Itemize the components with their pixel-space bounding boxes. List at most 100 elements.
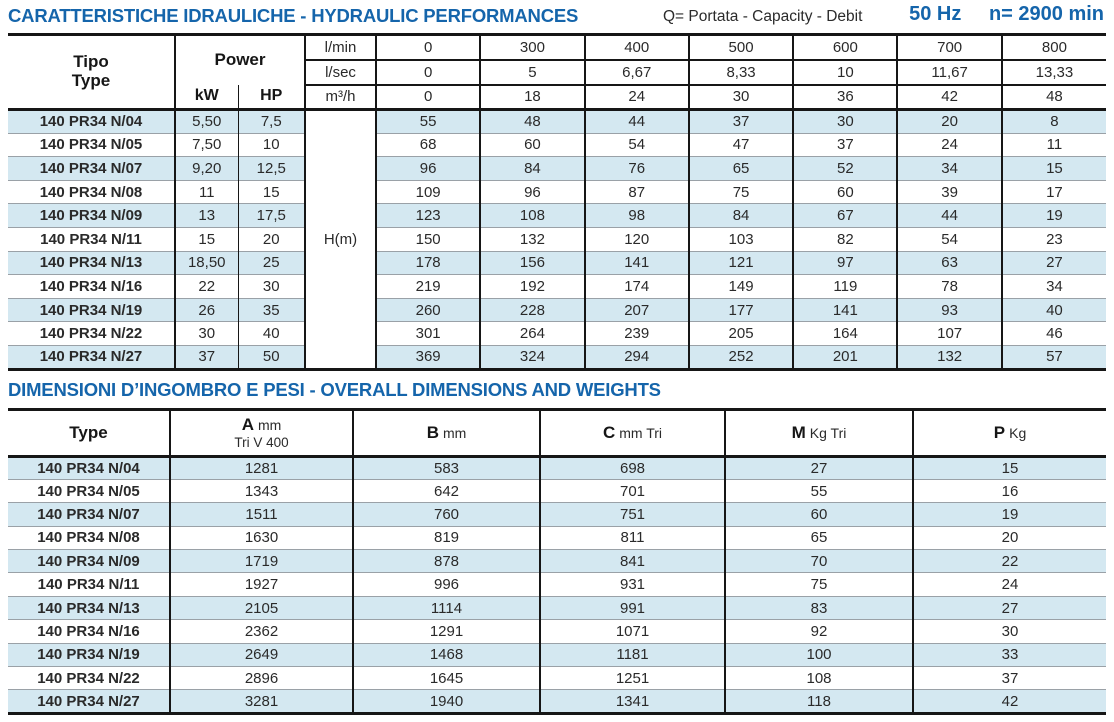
dim-p-value: 24 [912,572,1106,597]
head-value: 8 [1000,108,1107,134]
type-column-header: Type [69,422,108,442]
head-value: 132 [479,226,585,252]
dim-a-value: 1719 [169,549,353,573]
head-value: 93 [896,297,1002,322]
dim-m-value: 108 [724,666,913,690]
dim-c-value: 698 [539,454,725,480]
dim-p-header: P Kg [912,409,1106,457]
dim-unit: mm [442,424,467,441]
kw-value: 9,20 [174,156,238,181]
dim-b-value: 760 [352,502,540,527]
dim-b-value: 1645 [352,666,540,690]
dim-letter: A [241,415,254,434]
kw-value: 18,50 [174,250,238,275]
head-value: 219 [374,274,481,299]
pump-type: 140 PR34 N/07 [8,156,175,181]
dimensions-row: 140 PR34 N/11 1927 996 931 75 24 [8,572,1106,597]
head-value: 324 [479,344,585,370]
dim-c-value: 1071 [539,619,725,644]
head-value: 48 [479,108,585,134]
dim-m-value: 92 [724,619,913,644]
flow-value: 11,67 [896,59,1002,86]
head-value: 34 [896,156,1002,181]
hydraulic-row: 140 PR34 N/27 37 50 369 324 294 252 201 … [8,344,1107,370]
flow-value: 13,33 [1000,59,1107,86]
hp-value: 7,5 [237,108,305,134]
hp-value: 30 [237,274,305,299]
capacity-legend: Q= Portata - Capacity - Debit [663,8,863,25]
kw-value: 7,50 [174,132,238,157]
pump-type: 140 PR34 N/05 [8,478,170,503]
head-value: 264 [479,321,585,346]
frequency-label: 50 Hz [909,3,962,25]
dim-p-value: 27 [912,595,1106,620]
dim-p-value: 19 [912,502,1106,527]
kw-value: 26 [174,297,238,322]
dim-m-value: 65 [724,525,913,550]
flow-value: 5 [479,59,585,86]
head-value: 228 [479,297,585,322]
flow-value: 42 [896,84,1002,110]
head-value: 141 [792,297,898,322]
head-value: 201 [792,344,898,370]
head-value: 107 [896,321,1002,346]
dim-b-value: 1468 [352,642,540,667]
flow-value: 6,67 [583,59,689,86]
flow-value: 600 [792,34,898,61]
dim-a-value: 2896 [169,666,353,690]
dim-unit: mm [257,417,282,433]
kw-value: 13 [174,203,238,228]
dim-c-value: 841 [539,549,725,573]
head-value: 121 [687,250,794,275]
dim-b-value: 819 [352,525,540,550]
hydraulic-header-bar: CARATTERISTICHE IDRAULICHE - HYDRAULIC P… [8,0,1106,33]
dim-sub-label: Tri V 400 [234,434,289,450]
pump-type: 140 PR34 N/11 [8,226,175,252]
flow-value: 0 [374,34,481,61]
hydraulic-row: 140 PR34 N/16 22 30 219 192 174 149 119 … [8,274,1107,299]
speed-label: n= 2900 min [988,3,1104,25]
hydraulic-row: 140 PR34 N/08 11 15 109 96 87 75 60 39 1… [8,179,1107,204]
flow-value: 48 [1000,84,1107,110]
head-value: 55 [374,108,481,134]
pump-type: 140 PR34 N/08 [8,525,170,550]
dim-a-value: 1281 [169,454,353,480]
dim-letter: P [993,422,1006,442]
head-meters-label: H(m) [304,108,376,370]
dim-a-value: 1630 [169,525,353,550]
head-value: 207 [583,297,689,322]
head-value: 260 [374,297,481,322]
dimensions-row: 140 PR34 N/07 1511 760 751 60 19 [8,502,1106,527]
dim-m-value: 55 [724,478,913,503]
flow-unit-lsec: l/sec [304,59,376,86]
dimensions-row: 140 PR34 N/13 2105 1114 991 83 27 [8,595,1106,620]
dim-a-value: 1927 [169,572,353,597]
hydraulic-row: 140 PR34 N/13 18,50 25 178 156 141 121 9… [8,250,1107,275]
head-value: 27 [1000,250,1107,275]
flow-value: 700 [896,34,1002,61]
type-column-header: Tipo Type [8,35,175,110]
flow-value: 24 [583,84,689,110]
pump-type: 140 PR34 N/22 [8,321,175,346]
head-value: 123 [374,203,481,228]
flow-value: 10 [792,59,898,86]
dim-a-value: 2362 [169,619,353,644]
head-value: 239 [583,321,689,346]
head-value: 15 [1000,156,1107,181]
dim-p-value: 15 [912,454,1106,480]
dimensions-row: 140 PR34 N/09 1719 878 841 70 22 [8,549,1106,573]
dim-a-value: 3281 [169,689,353,714]
dim-b-value: 1940 [352,689,540,714]
head-value: 76 [583,156,689,181]
dim-m-value: 27 [724,454,913,480]
head-value: 57 [1000,344,1107,370]
head-value: 97 [792,250,898,275]
head-value: 11 [1000,132,1107,157]
head-value: 108 [479,203,585,228]
hp-value: 50 [237,344,305,370]
pump-type: 140 PR34 N/13 [8,250,175,275]
dim-unit: mm Tri [619,424,663,441]
